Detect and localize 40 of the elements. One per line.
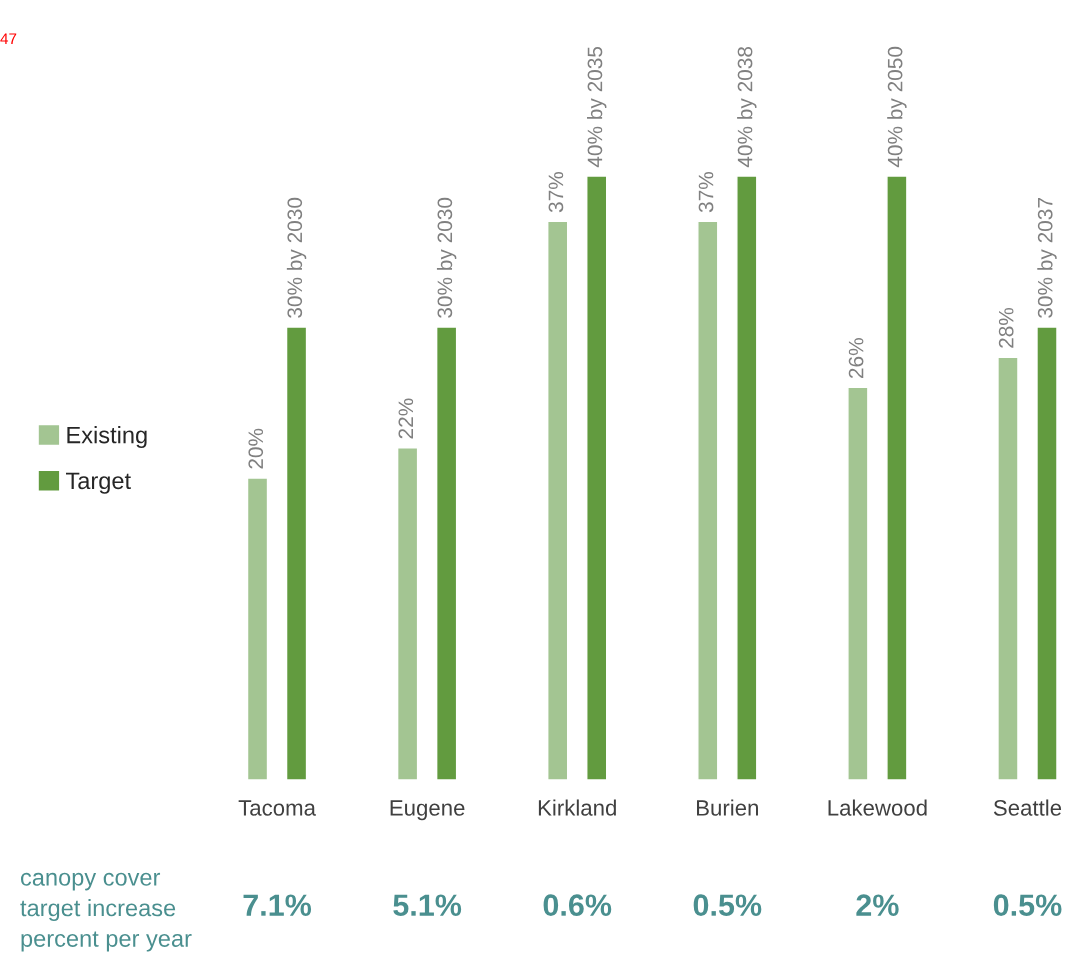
x-tick-label: Eugene [390,800,465,821]
bar [396,447,419,780]
text: 5.1% [393,894,462,916]
bar [736,176,758,780]
text: canopy cover target increase percent per year [20,872,192,952]
x-tick-label: Burien [697,799,758,816]
bar [697,220,719,780]
data-label: 30% by 2030 [286,197,307,318]
bar [997,356,1019,780]
bar [847,386,869,780]
data-label: 40% by 2035 [587,46,607,168]
text: 2% [856,894,899,916]
text: 0.5% [693,894,762,916]
data-label: 37% [698,172,714,213]
text: 0.5% [993,894,1062,916]
data-label: 22% [398,398,414,439]
bar [586,176,608,780]
data-label: 30% by 2037 [1037,198,1057,318]
data-label: 30% by 2030 [436,197,457,318]
x-tick-label: Kirkland [538,799,616,816]
legend-label: Existing [67,426,147,449]
data-label: 20% [248,428,264,469]
bar [246,477,269,780]
text: 0.6% [543,894,612,916]
text: 47 [0,33,17,44]
data-label: 37% [548,172,564,213]
legend-label: Target [66,472,131,494]
bar [285,326,308,780]
bar [886,176,908,780]
bar [435,326,458,780]
bar [547,220,569,780]
x-tick-label: Tacoma [238,800,316,816]
data-label: 40% by 2050 [887,46,907,168]
data-label: 26% [848,338,864,379]
bar [1036,326,1058,780]
x-tick-label: Seattle [993,799,1062,816]
text: 7.1% [243,894,312,916]
x-tick-label: Lakewood [828,799,927,816]
data-label: 28% [998,307,1014,348]
data-label: 40% by 2038 [737,46,757,168]
